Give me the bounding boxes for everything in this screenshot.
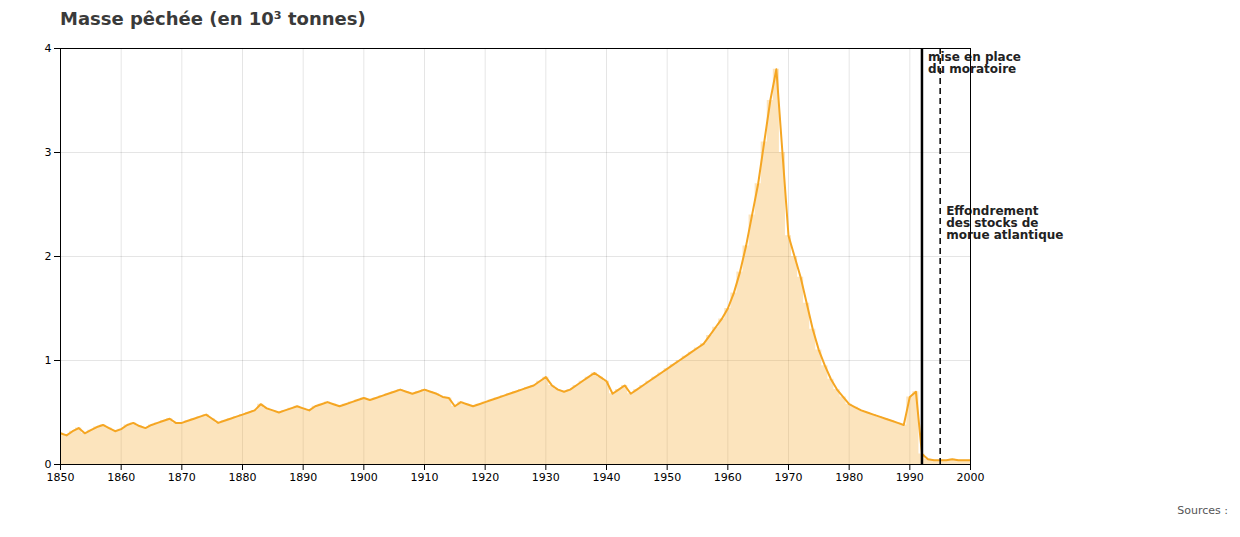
svg-text:4: 4 bbox=[45, 42, 52, 55]
svg-text:1980: 1980 bbox=[835, 471, 863, 484]
svg-text:1920: 1920 bbox=[471, 471, 499, 484]
html-text:Masse pêchée (en 10³ tonnes): Masse pêchée (en 10³ tonnes) bbox=[60, 8, 366, 29]
svg-text:1990: 1990 bbox=[896, 471, 924, 484]
svg-text:1870: 1870 bbox=[168, 471, 196, 484]
svg-text:1900: 1900 bbox=[350, 471, 378, 484]
svg-text:2000: 2000 bbox=[957, 471, 985, 484]
svg-text:1880: 1880 bbox=[229, 471, 257, 484]
svg-text:1850: 1850 bbox=[47, 471, 75, 484]
svg-text:1910: 1910 bbox=[411, 471, 439, 484]
svg-text:1970: 1970 bbox=[775, 471, 803, 484]
svg-text:1950: 1950 bbox=[653, 471, 681, 484]
svg-text:1930: 1930 bbox=[532, 471, 560, 484]
html-text:Sources :: Sources : bbox=[1177, 504, 1228, 517]
svg-text:3: 3 bbox=[45, 146, 52, 159]
svg-text:1960: 1960 bbox=[714, 471, 742, 484]
svg-text:mise en placedu moratoire: mise en placedu moratoire bbox=[928, 50, 1021, 76]
svg-text:0: 0 bbox=[45, 458, 52, 471]
svg-text:1860: 1860 bbox=[107, 471, 135, 484]
svg-text:Effondrementdes stocks demorue: Effondrementdes stocks demorue atlantiqu… bbox=[946, 204, 1063, 242]
svg-text:2: 2 bbox=[45, 250, 52, 263]
svg-text:1: 1 bbox=[45, 354, 52, 367]
svg-text:1890: 1890 bbox=[289, 471, 317, 484]
svg-text:1940: 1940 bbox=[593, 471, 621, 484]
